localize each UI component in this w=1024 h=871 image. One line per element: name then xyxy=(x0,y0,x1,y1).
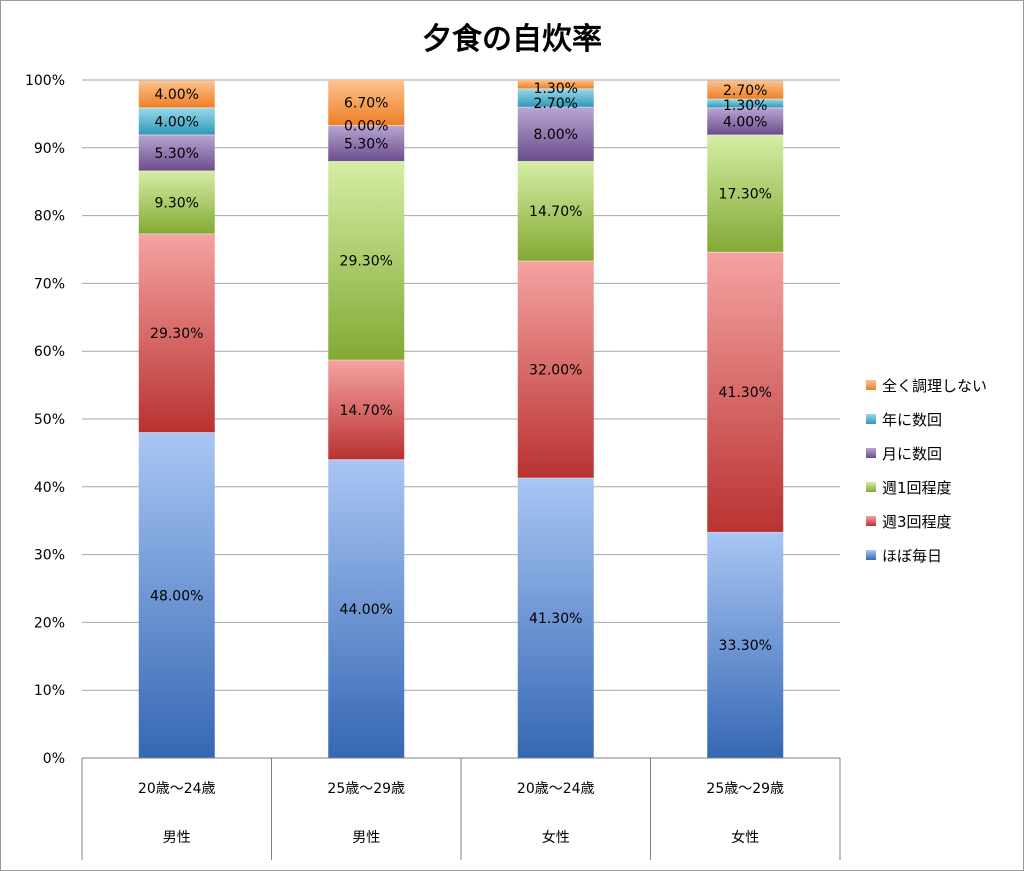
x-category-age: 20歳〜24歳 xyxy=(517,781,595,797)
bar-segment xyxy=(707,134,784,253)
legend-swatch xyxy=(866,414,876,424)
bar-segment xyxy=(517,107,594,162)
legend-label: 全く調理しない xyxy=(882,376,988,395)
data-label: 44.00% xyxy=(340,602,393,618)
bar-segment xyxy=(138,432,215,758)
y-tick-label: 80% xyxy=(34,209,65,225)
data-labels: 48.00% 29.30% 9.30% 5.30% 4.00% 4.00% 44.00% 14… xyxy=(150,81,772,654)
data-label: 9.30% xyxy=(155,195,199,211)
bar-segment xyxy=(707,98,784,108)
data-label: 41.30% xyxy=(529,611,582,627)
x-category-gender: 女性 xyxy=(542,829,570,846)
y-tick-label: 90% xyxy=(34,141,65,157)
legend-label: 週1回程度 xyxy=(882,478,952,497)
bar-segment xyxy=(138,170,215,234)
bar-segment xyxy=(328,360,405,460)
data-label: 1.30% xyxy=(534,81,578,97)
bar-segment xyxy=(517,88,594,108)
bar-segment xyxy=(707,80,784,99)
legend-item: 週3回程度 xyxy=(866,504,1016,538)
data-label: 29.30% xyxy=(340,254,393,270)
y-tick-label: 0% xyxy=(43,751,65,767)
data-label: 48.00% xyxy=(150,588,203,604)
legend-item: ほぼ毎日 xyxy=(866,538,1016,572)
bar-segment xyxy=(517,261,594,478)
x-category-age: 20歳〜24歳 xyxy=(138,781,216,797)
bar-segment xyxy=(138,107,215,135)
bar-segment xyxy=(517,80,594,89)
legend-label: 月に数回 xyxy=(882,444,943,463)
data-label: 4.00% xyxy=(155,114,199,130)
bars xyxy=(138,80,784,758)
data-label: 32.00% xyxy=(529,363,582,379)
legend-swatch xyxy=(866,550,876,560)
bar-segment xyxy=(328,125,405,162)
data-label: 17.30% xyxy=(719,187,772,203)
legend-swatch xyxy=(866,482,876,492)
bar-segment xyxy=(517,161,594,262)
y-axis-ticks: 0% 10% 20% 30% 40% 50% 60% 70% 80% 90% 100% xyxy=(25,73,65,767)
legend: 全く調理しない 年に数回月に数回週1回程度週3回程度ほぼ毎日 xyxy=(866,368,1016,572)
legend-item: 年に数回 xyxy=(866,402,1016,436)
y-tick-label: 40% xyxy=(34,480,65,496)
data-label: 5.30% xyxy=(344,136,388,152)
bar-segment xyxy=(328,161,405,361)
legend-swatch xyxy=(866,380,876,390)
bar-segment xyxy=(707,252,784,533)
y-tick-label: 50% xyxy=(34,412,65,428)
x-category-age: 25歳〜29歳 xyxy=(706,781,784,797)
data-label: 29.30% xyxy=(150,326,203,342)
data-label: 6.70% xyxy=(344,96,388,112)
data-label: 2.70% xyxy=(723,83,767,99)
bar-segment xyxy=(138,233,215,433)
data-label: 2.70% xyxy=(534,96,578,112)
legend-label: 週3回程度 xyxy=(882,512,952,531)
legend-label: ほぼ毎日 xyxy=(882,546,943,565)
x-category-gender: 男性 xyxy=(163,830,191,846)
legend-item: 週1回程度 xyxy=(866,470,1016,504)
data-label: 14.70% xyxy=(340,403,393,419)
x-category-gender: 男性 xyxy=(352,830,380,846)
y-tick-label: 30% xyxy=(34,548,65,564)
y-tick-label: 20% xyxy=(34,615,65,631)
data-label: 8.00% xyxy=(534,127,578,143)
x-category-gender: 女性 xyxy=(731,829,759,846)
bar-segment xyxy=(707,107,784,135)
y-tick-label: 60% xyxy=(34,344,65,360)
legend-swatch xyxy=(866,516,876,526)
data-label: 1.30% xyxy=(723,98,767,114)
data-label: 4.00% xyxy=(155,87,199,103)
bar-segment xyxy=(707,532,784,758)
y-tick-label: 100% xyxy=(25,73,65,89)
bar-segment xyxy=(517,477,594,758)
data-label: 14.70% xyxy=(529,204,582,220)
data-label: 33.30% xyxy=(719,638,772,654)
bar-segment xyxy=(138,80,215,108)
legend-label: 年に数回 xyxy=(882,410,943,429)
y-tick-label: 10% xyxy=(34,683,65,699)
data-label: 4.00% xyxy=(723,114,767,130)
data-label: 41.30% xyxy=(719,385,772,401)
y-tick-label: 70% xyxy=(34,276,65,292)
x-category-age: 25歳〜29歳 xyxy=(327,781,405,797)
data-label: 5.30% xyxy=(155,146,199,162)
bar-segment xyxy=(138,134,215,171)
legend-swatch xyxy=(866,448,876,458)
bar-segment xyxy=(328,459,405,758)
bar-segment xyxy=(328,80,405,126)
chart-title: 夕食の自炊率 xyxy=(422,22,602,57)
legend-item: 全く調理しない xyxy=(866,368,1016,402)
legend-item: 月に数回 xyxy=(866,436,1016,470)
data-label: 0.00% xyxy=(344,118,388,134)
